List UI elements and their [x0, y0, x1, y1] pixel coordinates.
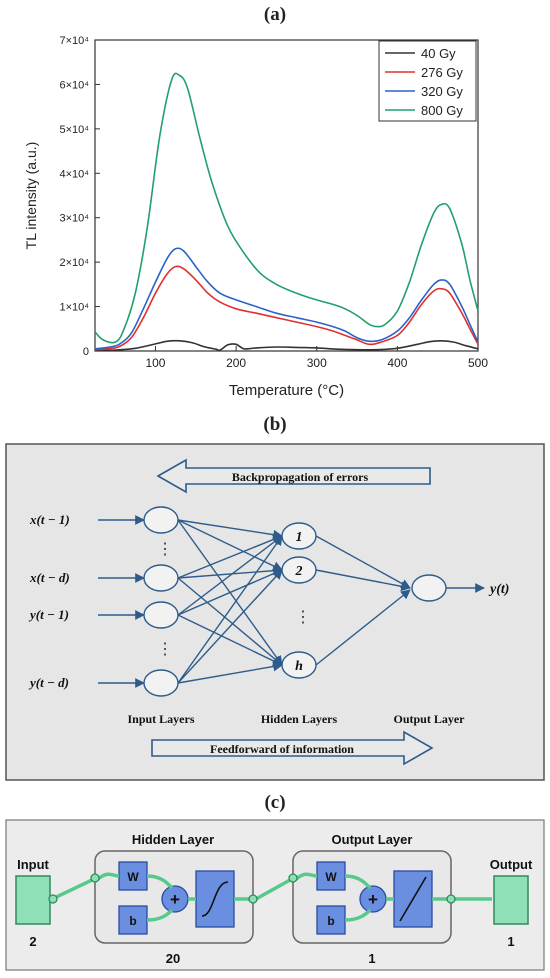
x-tick-label: 400	[387, 356, 407, 370]
input-label-y1: y(t − 1)	[28, 607, 69, 622]
series-line-3	[94, 247, 479, 350]
hidden-node-label-h: h	[295, 659, 303, 674]
input-label-xd: x(t − d)	[29, 570, 70, 585]
input-node	[143, 601, 179, 629]
panel-label-c: (c)	[264, 792, 286, 813]
y-tick-label: 4×10⁴	[59, 168, 89, 180]
output-block	[493, 875, 529, 925]
linear-icon	[399, 876, 427, 922]
input-nodes	[143, 506, 179, 697]
series-group	[94, 72, 479, 352]
output-bias-block	[316, 905, 346, 935]
series-line-1	[94, 339, 479, 352]
hidden-size: 20	[166, 951, 180, 966]
y-tick-label: 1×10⁴	[59, 302, 89, 314]
hidden-dots: ⋮	[295, 609, 311, 626]
hidden-weight-label: W	[127, 870, 139, 884]
output-layer-label: Output Layer	[393, 712, 465, 726]
output-count: 1	[507, 934, 514, 949]
hidden-node	[281, 651, 317, 679]
y-tick-label: 5×10⁴	[59, 124, 89, 136]
input-label-x1: x(t − 1)	[29, 512, 70, 527]
legend-label: 276 Gy	[421, 65, 463, 80]
input-size: 2	[29, 934, 36, 949]
hidden-node-label-1: 1	[296, 530, 303, 545]
network-view-diagram: Input 2 Hidden Layer W b + 20 Output Lay…	[5, 819, 545, 971]
hidden-node	[281, 522, 317, 550]
narx-diagram: Backpropagation of errors Feedforward of…	[5, 443, 545, 781]
y-axis: 0 1×10⁴ 2×10⁴ 3×10⁴ 4×10⁴ 5×10⁴ 6×10⁴ 7×10⁴	[59, 35, 100, 358]
panel-label-b: (b)	[263, 414, 287, 435]
input-node	[143, 506, 179, 534]
y-tick-label: 0	[83, 346, 89, 358]
x-tick-label: 200	[226, 356, 246, 370]
plot-frame	[94, 39, 479, 352]
input-dots-1: ⋮	[157, 541, 173, 558]
input-node	[143, 669, 179, 697]
x-tick-label: 500	[468, 356, 488, 370]
input-labels: x(t − 1) x(t − d) y(t − 1) y(t − d)	[28, 512, 70, 690]
output-layer-size: 1	[368, 951, 375, 966]
output-node	[411, 574, 447, 602]
y-tick-label: 3×10⁴	[59, 213, 89, 225]
hidden-layers-label: Hidden Layers	[261, 712, 338, 726]
hidden-bias-label: b	[129, 914, 136, 928]
x-tick-label: 100	[145, 356, 165, 370]
output-title: Output	[490, 857, 533, 872]
input-layers-label: Input Layers	[127, 712, 194, 726]
x-axis-label: Temperature (°C)	[229, 382, 344, 399]
backprop-arrow	[156, 458, 431, 494]
legend-label: 800 Gy	[421, 103, 463, 118]
input-title: Input	[17, 857, 49, 872]
connector-joints	[48, 873, 456, 904]
legend: 40 Gy 276 Gy 320 Gy 800 Gy	[378, 40, 477, 122]
connector-joint	[288, 873, 298, 883]
diagram-b-frame	[5, 443, 545, 781]
y-tick-label: 7×10⁴	[59, 35, 89, 47]
legend-label: 40 Gy	[421, 46, 456, 61]
output-layer-title: Output Layer	[332, 832, 413, 847]
sigmoid-icon	[201, 881, 229, 917]
connector-joint	[90, 873, 100, 883]
hidden-sum-label: +	[170, 890, 180, 909]
y-axis-label: TL intensity (a.u.)	[23, 142, 39, 250]
feedforward-arrow	[151, 730, 434, 766]
hidden-nodes	[281, 522, 317, 679]
plot-area	[94, 39, 479, 352]
output-bias-label: b	[327, 914, 334, 928]
output-label: y(t)	[488, 582, 509, 597]
connector-joint	[446, 894, 456, 904]
output-sum-label: +	[368, 890, 378, 909]
input-label-yd: y(t − d)	[28, 675, 69, 690]
hidden-node-label-2: 2	[295, 564, 303, 579]
series-line-2	[94, 265, 479, 351]
x-axis: 100 200 300 400 500	[145, 346, 488, 370]
connector-joint	[48, 894, 58, 904]
input-block	[15, 875, 51, 925]
tl-chart: 0 1×10⁴ 2×10⁴ 3×10⁴ 4×10⁴ 5×10⁴ 6×10⁴ 7×10⁴ 100…	[23, 35, 488, 399]
feedforward-label: Feedforward of information	[210, 742, 354, 756]
diagram-c-frame	[5, 819, 545, 971]
y-tick-label: 6×10⁴	[59, 79, 89, 91]
hidden-weight-block	[118, 861, 148, 891]
layer-labels: Input Layers Hidden Layers Output Layer	[127, 712, 465, 726]
legend-box	[378, 40, 477, 122]
x-tick-label: 300	[307, 356, 327, 370]
panel-label-a: (a)	[263, 4, 287, 25]
input-node	[143, 564, 179, 592]
connector-joint	[248, 894, 258, 904]
backprop-label: Backpropagation of errors	[232, 470, 369, 484]
hidden-node	[281, 556, 317, 584]
connections	[98, 515, 485, 688]
y-tick-label: 2×10⁴	[59, 257, 89, 269]
hidden-layer-title: Hidden Layer	[132, 832, 214, 847]
input-dots-2: ⋮	[157, 641, 173, 658]
series-line-4	[94, 72, 479, 344]
output-weight-label: W	[325, 870, 337, 884]
legend-label: 320 Gy	[421, 84, 463, 99]
